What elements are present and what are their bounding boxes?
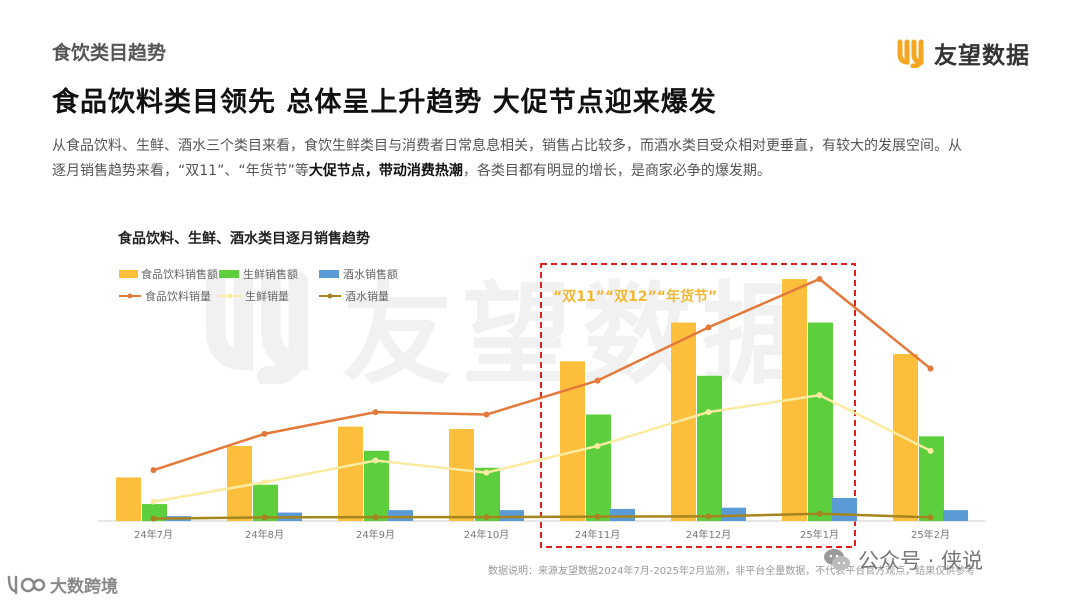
x-tick-label: 24年7月 — [134, 528, 173, 541]
food-volume-point — [483, 411, 490, 418]
legend-label: 食品饮料销量 — [145, 290, 211, 303]
chart-legend: 食品饮料销售额 生鲜销售额 酒水销售额 食品饮料销量 生鲜销量 酒水销量 — [118, 266, 418, 304]
headline: 食品饮料类目领先 总体呈上升趋势 大促节点迎来爆发 — [52, 87, 717, 118]
fresh-bar — [697, 375, 722, 521]
legend-fresh-bar: 生鲜销售额 — [218, 266, 318, 282]
fresh-volume-point — [372, 457, 379, 464]
left-brand-logo-icon — [7, 575, 46, 594]
body-line-1: 从食品饮料、生鲜、酒水三个类目来看，食饮生鲜类目与消费者日常息息相关，销售占比较… — [52, 138, 962, 154]
wine-volume-point — [927, 514, 934, 521]
fresh-volume-point — [261, 479, 268, 486]
food-volume-point — [705, 324, 712, 331]
x-tick-label: 25年2月 — [911, 528, 950, 541]
wine-bar — [388, 510, 413, 521]
food-volume-point — [594, 377, 601, 384]
chart-title: 食品饮料、生鲜、酒水类目逐月销售趋势 — [118, 231, 370, 247]
legend-label: 食品饮料销售额 — [141, 268, 218, 281]
food-volume-point — [927, 365, 934, 372]
left-brand: 大数跨境 — [6, 572, 118, 597]
body-line-2-a: 逐月销售趋势来看，“双11”、“年货节”等 — [52, 163, 309, 179]
body-line-2-bold: 大促节点，带动消费热潮 — [308, 163, 463, 179]
fresh-bar — [586, 414, 611, 521]
food-bar — [116, 477, 141, 521]
legend-food-bar-swatch — [119, 270, 138, 278]
food-volume-point — [150, 467, 157, 474]
legend-wine-line: 酒水销量 — [318, 288, 418, 304]
food-bar — [338, 426, 363, 521]
wine-bar — [943, 510, 968, 521]
brand: 友望数据 — [896, 36, 1030, 70]
wine-bar — [610, 508, 635, 521]
fresh-bar — [475, 467, 500, 521]
wine-bar — [721, 507, 746, 521]
wine-volume-line — [153, 512, 931, 520]
legend-food-line: 食品饮料销量 — [118, 288, 218, 304]
fresh-volume-line — [153, 393, 932, 503]
brand-logo-icon — [897, 39, 924, 68]
food-volume-point — [261, 430, 268, 437]
fresh-bar — [142, 504, 167, 521]
legend-fresh-bar-swatch — [219, 270, 239, 278]
legend-label: 酒水销售额 — [343, 268, 398, 281]
fresh-volume-point — [927, 447, 934, 454]
legend-fresh-line-swatch — [219, 293, 241, 299]
legend-food-line-swatch — [119, 293, 141, 299]
body-text: 从食品饮料、生鲜、酒水三个类目来看，食饮生鲜类目与消费者日常息息相关，销售占比较… — [52, 134, 1032, 184]
food-bar — [449, 429, 474, 521]
fresh-volume-point — [816, 392, 823, 399]
body-line-2: 逐月销售趋势来看，“双11”、“年货节”等大促节点，带动消费热潮，各类目都有明显… — [52, 159, 1032, 184]
x-tick-label: 24年12月 — [686, 528, 731, 541]
fresh-bar — [808, 322, 833, 521]
wine-volume-point — [483, 514, 490, 521]
fresh-volume-point — [594, 442, 601, 449]
wine-volume-point — [261, 514, 268, 521]
wechat-icon — [824, 549, 850, 570]
legend-fresh-line: 生鲜销量 — [218, 288, 318, 304]
left-brand-name: 大数跨境 — [50, 577, 118, 597]
section-label: 食饮类目趋势 — [52, 42, 167, 64]
food-volume-point — [816, 276, 823, 282]
legend-wine-bar: 酒水销售额 — [318, 266, 418, 282]
x-tick-label: 24年11月 — [575, 528, 620, 541]
wine-bar — [499, 510, 524, 521]
x-tick-label: 24年9月 — [356, 528, 395, 541]
legend-label: 酒水销量 — [345, 290, 389, 303]
x-tick-label: 24年8月 — [245, 528, 284, 541]
wine-volume-point — [372, 514, 379, 521]
promo-highlight-label: “双11”“双12”“年货节” — [553, 288, 717, 305]
legend-food-bar: 食品饮料销售额 — [118, 266, 218, 282]
wine-volume-point — [594, 513, 601, 520]
body-line-2-b: ，各类目都有明显的增长，是商家必争的爆发期。 — [462, 163, 771, 179]
fresh-volume-point — [705, 409, 712, 416]
legend-wine-line-swatch — [319, 293, 341, 299]
x-tick-label: 25年1月 — [800, 528, 839, 541]
legend-label: 生鲜销售额 — [243, 268, 298, 281]
food-bar — [227, 445, 252, 521]
food-volume-point — [372, 409, 379, 416]
legend-wine-bar-swatch — [319, 270, 339, 278]
brand-name: 友望数据 — [934, 43, 1030, 69]
wechat-badge: 公众号 · 侠说 — [822, 545, 983, 575]
fresh-volume-point — [150, 498, 157, 505]
fresh-volume-point — [483, 469, 490, 476]
wechat-account: 公众号 · 侠说 — [858, 549, 984, 573]
wine-volume-point — [705, 513, 712, 520]
promo-highlight-box — [540, 263, 856, 548]
food-volume-line — [153, 277, 932, 472]
legend-label: 生鲜销量 — [245, 290, 289, 303]
wine-volume-point — [816, 510, 823, 517]
wine-volume-point — [150, 515, 157, 522]
x-tick-label: 24年10月 — [464, 528, 509, 541]
data-source-note: 数据说明：来源友望数据2024年7月-2025年2月监测，非平台全量数据，不代表… — [488, 566, 976, 577]
wine-bar — [832, 498, 857, 521]
